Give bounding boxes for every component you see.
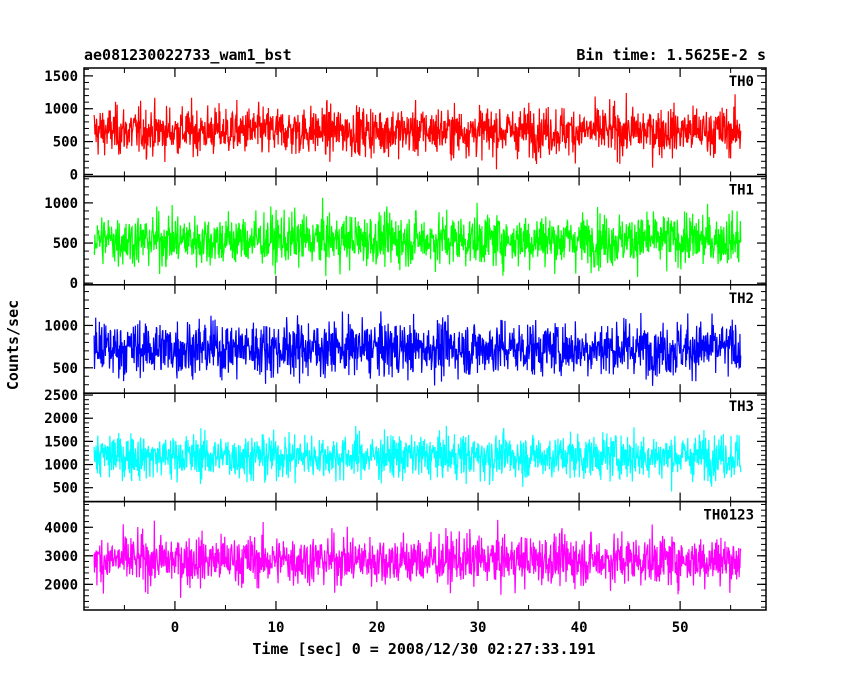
y-tick-label: 1000 (44, 196, 78, 212)
y-tick-label: 1000 (44, 458, 78, 474)
y-tick-label: 500 (53, 481, 78, 497)
series-line-th3 (93, 425, 742, 492)
y-tick-label: 1500 (44, 69, 78, 85)
y-tick-label: 2000 (44, 577, 78, 593)
series-line-th2 (93, 311, 742, 386)
y-tick-label: 2500 (44, 388, 78, 404)
y-tick-label: 500 (53, 361, 78, 377)
x-tick-label: 20 (369, 620, 386, 636)
y-tick-label: 0 (70, 167, 78, 183)
bin-time-label: Bin time: 1.5625E-2 s (576, 46, 766, 64)
y-tick-label: 3000 (44, 549, 78, 565)
panel-th0: 0 500 1000 1500 TH0 (44, 67, 767, 183)
y-tick-label: 500 (53, 236, 78, 252)
x-tick-label: 10 (268, 620, 285, 636)
y-tick-label: 500 (53, 135, 78, 151)
y-tick-label: 1500 (44, 434, 78, 450)
x-tick-label: 0 (171, 620, 179, 636)
series-label-th1: TH1 (729, 182, 754, 198)
y-tick-label: 0 (70, 276, 78, 292)
panel-th2: 500 1000 TH2 (44, 284, 767, 394)
series-label-th3: TH3 (729, 399, 754, 415)
series-label-th2: TH2 (729, 291, 754, 307)
y-tick-label: 4000 (44, 520, 78, 536)
x-axis-label: Time [sec] 0 = 2008/12/30 02:27:33.191 (252, 640, 595, 658)
y-tick-label: 1000 (44, 102, 78, 118)
y-tick-label: 1000 (44, 318, 78, 334)
y-axis-label: Counts/sec (4, 300, 22, 390)
panel-th3: 500 1000 1500 2000 2500 TH3 (44, 388, 767, 503)
y-tick-label: 2000 (44, 411, 78, 427)
x-tick-label: 30 (470, 620, 487, 636)
x-tick-label: 50 (672, 620, 689, 636)
x-tick-label: 40 (571, 620, 588, 636)
panel-th0123: 2000 3000 4000 TH0123 (44, 500, 767, 611)
series-line-th0 (93, 92, 742, 170)
series-label-th0: TH0 (729, 74, 754, 90)
series-line-th0123 (93, 519, 742, 598)
chart-title: ae081230022733_wam1_bst (84, 46, 292, 64)
series-label-th0123: TH0123 (703, 508, 754, 524)
panel-th1: 0 500 1000 TH1 (44, 175, 767, 292)
series-line-th1 (93, 197, 742, 277)
